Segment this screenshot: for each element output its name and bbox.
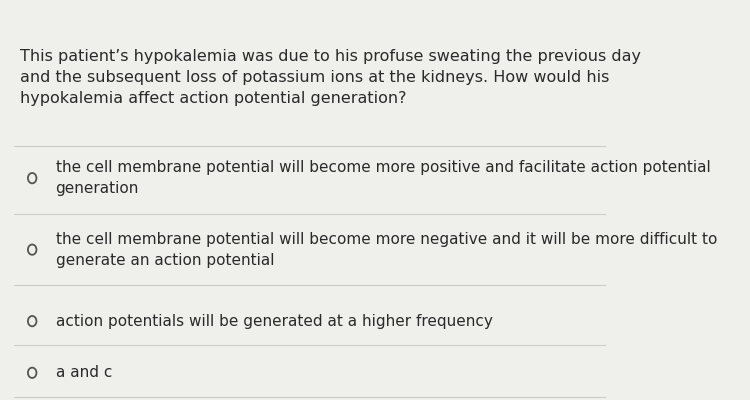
Text: a and c: a and c — [56, 365, 112, 380]
Text: the cell membrane potential will become more negative and it will be more diffic: the cell membrane potential will become … — [56, 232, 717, 268]
Text: This patient’s hypokalemia was due to his profuse sweating the previous day
and : This patient’s hypokalemia was due to hi… — [20, 49, 640, 106]
Text: action potentials will be generated at a higher frequency: action potentials will be generated at a… — [56, 314, 493, 329]
Text: the cell membrane potential will become more positive and facilitate action pote: the cell membrane potential will become … — [56, 160, 710, 196]
